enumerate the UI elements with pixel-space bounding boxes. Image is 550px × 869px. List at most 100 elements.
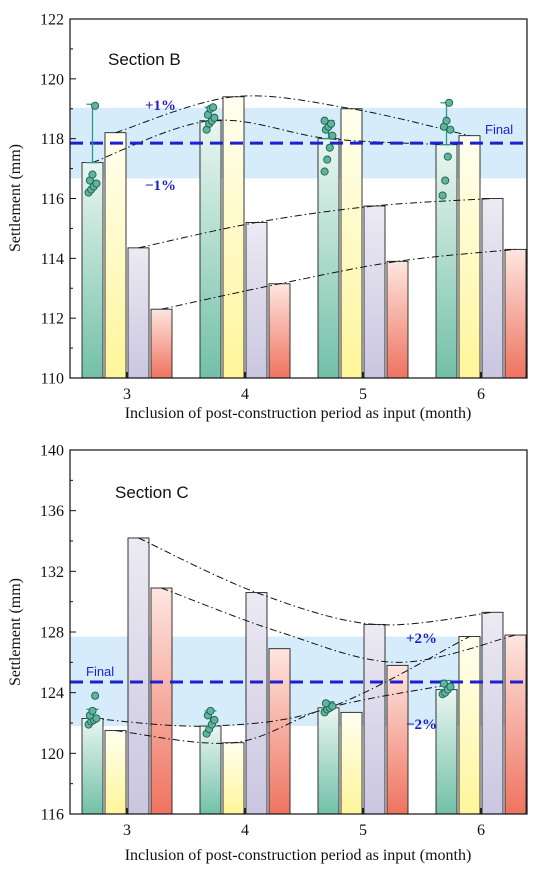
scatter-point (91, 101, 100, 110)
bar-series-2-bar (222, 742, 245, 815)
chart-title: Section B (108, 50, 181, 69)
band-lower-label: −1% (145, 178, 176, 194)
scatter-point (439, 679, 448, 688)
bar-series-4-bar (504, 634, 527, 815)
scatter-point (446, 682, 455, 691)
trend-line-3 (92, 636, 470, 727)
bar-series-2-bar (340, 711, 363, 815)
axes: 110 112 114 116 118 120 122 3 4 5 6 (40, 12, 485, 404)
trend-line-4 (115, 684, 447, 744)
band-lower-label: −2% (406, 717, 437, 733)
y-axis-label: Settlement (mm) (7, 578, 24, 686)
scatter-point (210, 113, 219, 122)
bar-series-1-bar (435, 689, 458, 815)
bar-series-1-bar (81, 718, 104, 815)
bar-series-1-bar (199, 120, 222, 379)
x-tick-label: 5 (359, 822, 367, 839)
final-label: Final (86, 664, 114, 679)
bar-series-2-bar (104, 132, 127, 379)
chart-title: Section C (115, 483, 189, 502)
y-tick-label: 124 (40, 685, 64, 702)
scatter-point (206, 706, 215, 715)
bar-series-3-bar (245, 592, 268, 815)
x-axis-label: Inclusion of post-construction period as… (125, 405, 472, 422)
trend-line-1 (138, 537, 493, 626)
scatter-point (328, 131, 337, 140)
y-tick-label: 116 (41, 191, 64, 208)
bar-series-4-bar (268, 648, 291, 815)
scatter-point (323, 155, 332, 164)
bar-series-4-bar (268, 283, 291, 379)
trend-line-4 (161, 248, 516, 310)
y-tick-label: 112 (41, 311, 64, 328)
scatter-points (84, 679, 455, 738)
bar-series-2-bar (340, 108, 363, 379)
x-tick-label: 3 (123, 822, 131, 839)
y-tick-label: 116 (41, 807, 64, 824)
bar-series-4-bar (386, 664, 409, 815)
bar-series-4-bar (504, 248, 527, 379)
x-tick-label: 3 (123, 386, 131, 403)
x-tick-label: 6 (477, 822, 485, 839)
scatter-point (210, 715, 219, 725)
bar-series-3-bar (363, 623, 386, 815)
bar-series-2-bar (104, 730, 127, 815)
bar-series-1-bar (317, 707, 340, 815)
y-tick-label: 132 (40, 564, 64, 581)
bar-series-2-bar (222, 96, 245, 379)
bar-series-4-bar (386, 260, 409, 379)
bar-series-3-bar (127, 247, 150, 379)
scatter-point (91, 691, 100, 700)
scatter-point (325, 143, 334, 152)
x-tick-label: 4 (241, 386, 249, 403)
scatter-point (443, 152, 452, 161)
bar-series-3-bar (481, 198, 504, 379)
bar-layer (81, 537, 527, 815)
x-axis-label: Inclusion of post-construction period as… (125, 847, 472, 864)
scatter-point (320, 116, 329, 125)
scatter-point (442, 116, 451, 125)
axes: 116 120 124 128 132 136 140 3 4 5 6 (40, 443, 485, 840)
x-tick-label: 5 (359, 386, 367, 403)
bar-series-3-bar (245, 221, 268, 379)
scatter-point (328, 702, 337, 711)
bar-series-1-bar (199, 725, 222, 815)
y-tick-label: 120 (40, 746, 64, 763)
scatter-point (209, 103, 218, 112)
x-tick-label: 4 (241, 822, 249, 839)
x-tick-label: 6 (477, 386, 485, 403)
bar-series-4-bar (150, 308, 173, 379)
trend-line-3 (138, 198, 493, 249)
scatter-point (92, 714, 101, 723)
scatter-point (327, 119, 336, 128)
y-tick-label: 122 (40, 12, 64, 29)
band-upper-label: +2% (406, 631, 437, 647)
band-upper-label: +1% (145, 98, 176, 114)
scatter-point (438, 191, 447, 200)
bar-series-1-bar (81, 162, 104, 379)
scatter-point (441, 176, 450, 185)
scatter-points (84, 98, 455, 200)
trend-lines (92, 95, 516, 310)
bar-series-3-bar (363, 205, 386, 379)
scatter-point (445, 98, 454, 107)
bar-series-1-bar (317, 138, 340, 379)
bar-series-3-bar (127, 537, 150, 815)
scatter-point (88, 706, 97, 715)
scatter-point (321, 699, 330, 708)
y-tick-label: 120 (40, 71, 64, 88)
trend-lines (92, 537, 516, 744)
y-tick-label: 136 (40, 503, 64, 520)
y-tick-label: 114 (41, 251, 64, 268)
y-tick-label: 128 (40, 625, 64, 642)
scatter-point (88, 170, 97, 179)
bar-series-2-bar (458, 135, 481, 379)
scatter-point (446, 125, 455, 134)
scatter-point (92, 179, 101, 188)
bar-series-2-bar (458, 636, 481, 815)
trend-line-2 (92, 119, 447, 164)
